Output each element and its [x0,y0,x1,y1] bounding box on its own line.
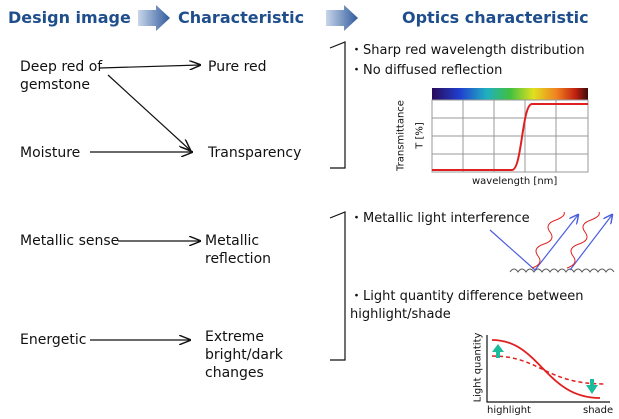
axis-label: T [%] [414,122,426,149]
axis-label: wavelength [nm] [472,176,558,187]
connectors [90,41,346,361]
header: Characteristic [178,8,305,27]
axis-label: highlight [487,405,531,416]
design-item: Energetic [20,332,87,348]
header: Optics characteristic [402,8,589,27]
characteristic-item: Metallic reflection [205,233,272,267]
optics-item: ・Metallic light interference [350,211,530,226]
transmittance-graph [431,88,589,173]
interference-figure [489,211,615,273]
characteristic-item: Transparency [208,145,302,161]
header: Design image [8,8,131,27]
design-item: Metallic sense [20,233,120,249]
design-item: Moisture [20,145,81,161]
light-quantity-graph [486,335,610,403]
header-arrows [138,5,358,31]
axis-label: shade [583,405,614,416]
characteristic-item: Pure red [208,59,267,75]
optics-item: ・No diffused reflection [350,63,503,78]
axis-label: Transmittance [395,100,407,171]
optics-item: ・Sharp red wavelength distribution [350,43,585,58]
optics-item: ・Light quantity difference between highl… [350,289,584,322]
characteristic-item: Extreme bright/dark changes [205,329,283,381]
design-item: Deep red of gemstone [20,59,103,93]
axis-label: Light quantity [472,332,484,403]
